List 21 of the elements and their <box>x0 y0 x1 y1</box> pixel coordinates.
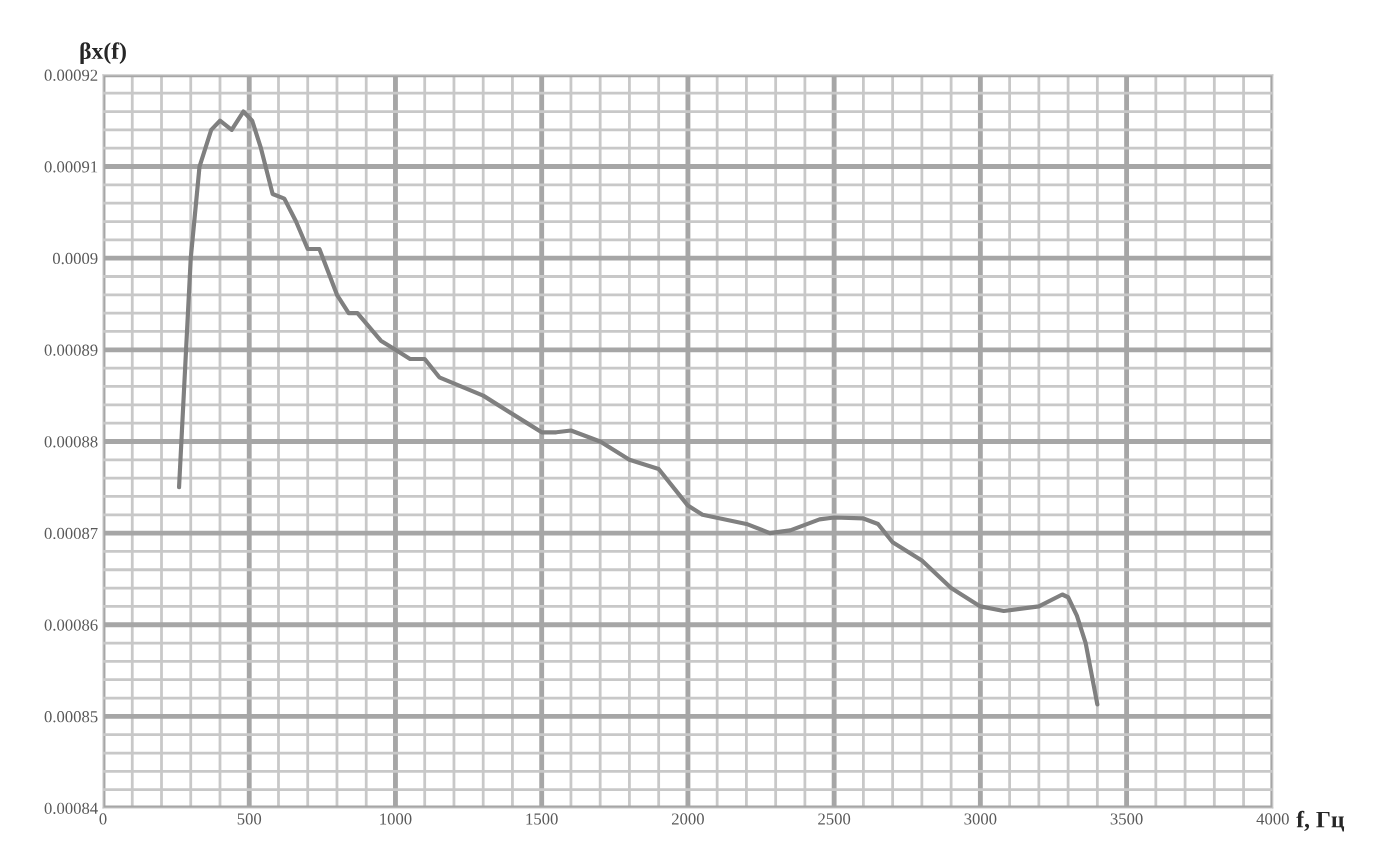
y-tick-label: 0.00087 <box>44 527 98 540</box>
x-tick-label: 0 <box>99 813 107 825</box>
y-tick-label: 0.0009 <box>52 252 98 265</box>
x-tick-label: 500 <box>237 813 262 825</box>
x-tick-label: 3000 <box>964 813 997 825</box>
y-tick-label: 0.00086 <box>44 619 98 631</box>
y-tick-label: 0.00088 <box>44 436 98 448</box>
x-tick-label: 1000 <box>380 813 412 825</box>
line-series <box>176 109 1100 707</box>
y-tick-label: 0.00084 <box>44 802 98 815</box>
x-axis-title: f, Гц <box>1296 810 1345 832</box>
y-tick-label: 0.00092 <box>44 69 98 81</box>
y-tick-label: 0.00089 <box>44 344 98 356</box>
y-axis-title: βx(f) <box>80 42 126 64</box>
x-tick-label: 4000 <box>1256 813 1289 825</box>
y-tick-label: 0.00091 <box>44 161 98 173</box>
x-tick-label: 3500 <box>1110 813 1143 825</box>
y-tick-label: 0.00085 <box>44 711 98 723</box>
x-tick-label: 2500 <box>818 813 851 825</box>
x-tick-label: 2000 <box>671 813 704 825</box>
x-tick-label: 1500 <box>526 813 558 825</box>
